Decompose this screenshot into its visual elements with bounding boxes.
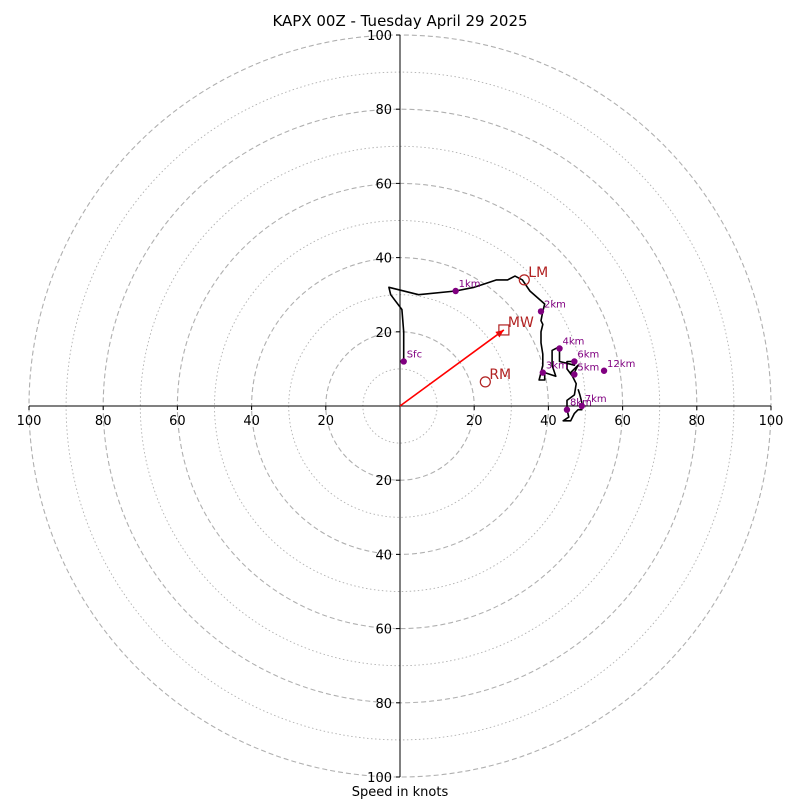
vector-arrowhead <box>495 329 504 338</box>
x-tick-label: 40 <box>540 414 557 429</box>
chart-title: KAPX 00Z - Tuesday April 29 2025 <box>272 12 527 30</box>
height-marker-dot <box>539 369 547 376</box>
tick-labels: 100 80 60 40 20 20 40 60 80 100 100 80 60 40 20 20 40 60 8… <box>17 29 784 786</box>
height-marker-dot <box>563 406 571 413</box>
height-marker-label: 3km <box>546 361 568 372</box>
height-marker-label: 4km <box>563 336 585 347</box>
hodograph-trace <box>388 275 583 422</box>
y-tick-label: 100 <box>367 29 392 44</box>
height-marker-dot <box>537 308 545 315</box>
height-marker-label: Sfc <box>407 349 422 360</box>
x-tick-label: 20 <box>466 414 483 429</box>
height-marker-dot <box>571 371 578 378</box>
x-tick-label: 40 <box>243 414 260 429</box>
y-tick-label: 60 <box>375 177 392 192</box>
height-marker-label: 7km <box>585 394 607 405</box>
height-marker-dot <box>571 358 578 365</box>
storm-motion-circle <box>479 376 491 388</box>
x-tick-label: 80 <box>689 414 706 429</box>
x-tick-label: 80 <box>95 414 112 429</box>
x-tick-label: 20 <box>318 414 335 429</box>
storm-motion-label: LM <box>528 265 548 281</box>
storm-motion-label: MW <box>508 315 534 331</box>
storm-motion-label: RM <box>489 367 511 383</box>
y-tick-label: 60 <box>375 623 392 638</box>
y-tick-label: 20 <box>375 326 392 341</box>
hodograph-line <box>388 275 583 422</box>
x-axis-label: Speed in knots <box>352 785 449 800</box>
height-marker-dot <box>556 345 563 352</box>
height-marker-label: 12km <box>607 359 635 370</box>
y-tick-label: 80 <box>375 697 392 712</box>
x-tick-label: 100 <box>759 414 784 429</box>
storm-motion-circle <box>518 274 530 286</box>
height-marker-label: 8km <box>570 398 592 409</box>
height-marker-dot <box>600 367 608 374</box>
y-tick-label: 40 <box>375 252 392 267</box>
storm-motion-square <box>498 324 510 336</box>
y-tick-label: 20 <box>375 474 392 489</box>
height-marker-label: 5km <box>577 362 599 373</box>
height-marker-label: 6km <box>577 349 599 360</box>
storm-motions: LM RM MW <box>479 265 548 388</box>
x-tick-label: 100 <box>17 414 42 429</box>
y-tick-label: 80 <box>375 103 392 118</box>
height-marker-label: 2km <box>544 299 566 310</box>
y-tick-label: 40 <box>375 548 392 563</box>
height-marker-dot <box>400 358 407 365</box>
height-marker-dot <box>578 402 585 410</box>
height-marker-dot <box>452 287 459 295</box>
height-marker-label: 1km <box>459 279 481 290</box>
mean-wind-vector <box>399 329 505 407</box>
y-tick-label: 100 <box>367 771 392 786</box>
x-tick-label: 60 <box>614 414 631 429</box>
vector-line <box>399 329 505 407</box>
x-tick-label: 60 <box>169 414 186 429</box>
